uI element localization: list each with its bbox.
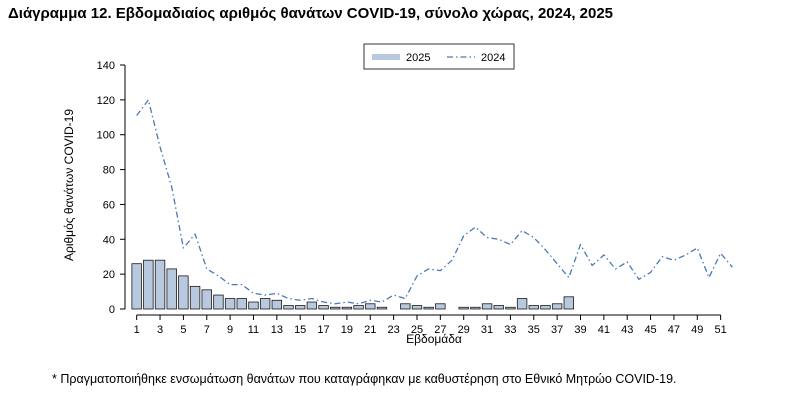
y-tick-label: 60: [103, 199, 115, 211]
bar-2025-week-27: [435, 303, 446, 310]
bar-2025-week-32: [493, 305, 504, 310]
x-axis: 1 3 5 7 9 11 13 15 17 19 21 23 25 27 29 31 33 35 37 39 41 43 4…: [134, 314, 727, 336]
x-tick-label: 3: [157, 324, 163, 336]
y-axis: 0 20 40 60 80 100 120 140: [97, 60, 126, 316]
bars-2025: [131, 259, 575, 310]
bar-2025-week-2: [143, 259, 154, 310]
legend-label-2024: 2024: [481, 52, 505, 64]
bar-2025-week-9: [224, 298, 236, 310]
bar-2025-week-14: [283, 305, 294, 310]
bar-2025-week-35: [528, 305, 539, 310]
bar-2025-week-5: [178, 275, 189, 310]
x-tick-label: 41: [598, 324, 610, 336]
bar-2025-week-36: [540, 305, 551, 310]
x-tick-label: 15: [294, 324, 306, 336]
bar-2025-week-33: [505, 306, 516, 310]
bar-2025-week-7: [201, 289, 212, 310]
bar-2025-week-25: [411, 305, 423, 310]
bar-2025-week-34: [516, 298, 528, 310]
bar-2025-week-4: [166, 268, 177, 310]
bar-2025-week-19: [341, 306, 353, 310]
y-tick-label: 80: [103, 165, 115, 177]
x-tick-label: 31: [481, 324, 493, 336]
x-tick-label: 1: [134, 324, 140, 336]
y-tick-label: 0: [109, 304, 115, 316]
y-tick-label: 120: [97, 95, 115, 107]
x-tick-label: 43: [621, 324, 633, 336]
y-tick-label: 100: [97, 130, 115, 142]
x-tick-label: 21: [364, 324, 376, 336]
y-axis-label: Αριθμός θανάτων COVID-19: [62, 109, 76, 261]
x-tick-label: 9: [227, 324, 233, 336]
bar-2025-week-1: [131, 263, 142, 310]
footnote: * Πραγματοποιήθηκε ενσωμάτωση θανάτων πο…: [52, 372, 677, 386]
y-tick-label: 40: [103, 234, 115, 246]
bar-2025-week-24: [400, 303, 411, 310]
bar-2025-week-8: [213, 294, 224, 310]
bar-2025-week-15: [294, 305, 306, 310]
x-tick-label: 35: [528, 324, 540, 336]
line-2024: [136, 99, 733, 305]
x-tick-label: 25: [411, 324, 423, 336]
bar-2025-week-38: [563, 296, 575, 310]
legend-label-2025: 2025: [406, 52, 430, 64]
bar-2025-week-12: [259, 298, 271, 310]
bar-2025-week-22: [376, 306, 388, 310]
line-2024-layer: [136, 99, 733, 305]
legend-swatch-2025: [372, 54, 400, 60]
x-tick-label: 37: [551, 324, 563, 336]
x-tick-label: 13: [271, 324, 283, 336]
x-tick-label: 51: [715, 324, 727, 336]
bar-2025-week-17: [318, 305, 329, 310]
x-tick-label: 47: [668, 324, 680, 336]
y-tick-label: 140: [97, 60, 115, 72]
bar-2025-week-13: [271, 299, 283, 310]
bar-2025-week-11: [248, 301, 259, 310]
chart-title: Διάγραμμα 12. Εβδομαδιαίος αριθμός θανάτ…: [8, 5, 614, 22]
bar-2025-week-37: [551, 303, 563, 310]
x-tick-label: 5: [180, 324, 186, 336]
x-tick-label: 11: [248, 324, 259, 336]
bar-2025-week-20: [353, 305, 364, 310]
bar-2025-week-21: [365, 303, 376, 310]
x-tick-label: 27: [434, 324, 446, 336]
bar-2025-week-29: [458, 306, 469, 310]
bar-2025-week-31: [481, 303, 493, 310]
bar-2025-week-10: [236, 298, 247, 310]
bar-2025-week-6: [189, 285, 201, 310]
x-tick-label: 49: [691, 324, 703, 336]
x-tick-label: 39: [574, 324, 586, 336]
bar-2025-week-18: [330, 306, 341, 310]
bar-2025-week-3: [154, 259, 166, 310]
x-tick-label: 45: [644, 324, 656, 336]
x-axis-label: Εβδομάδα: [406, 332, 462, 346]
x-tick-label: 17: [317, 324, 329, 336]
bar-2025-week-16: [306, 301, 318, 310]
x-tick-label: 23: [387, 324, 399, 336]
bar-2025-week-30: [470, 306, 481, 310]
x-tick-label: 19: [341, 324, 353, 336]
y-tick-label: 20: [103, 269, 115, 281]
x-tick-label: 7: [204, 324, 210, 336]
bar-2025-week-26: [423, 306, 434, 310]
legend: 2025 2024: [363, 43, 515, 70]
x-tick-label: 29: [458, 324, 470, 336]
x-tick-label: 33: [504, 324, 516, 336]
